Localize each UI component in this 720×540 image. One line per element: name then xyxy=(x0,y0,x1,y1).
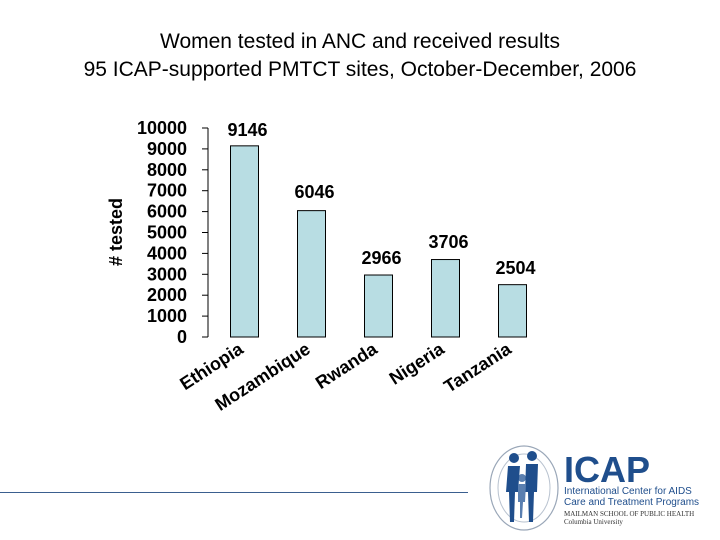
logo-line1: International Center for AIDS xyxy=(564,486,692,497)
data-label: 9146 xyxy=(227,120,267,140)
x-category-label: Tanzania xyxy=(440,338,515,397)
people-emblem-icon xyxy=(489,445,559,531)
chart-title: Women tested in ANC and received results xyxy=(160,30,560,53)
logo-line4: Columbia University xyxy=(564,518,623,526)
bar xyxy=(230,145,259,338)
y-tick-label: 2000 xyxy=(147,285,187,305)
data-label: 2504 xyxy=(495,258,535,278)
y-axis-label: # tested xyxy=(106,198,126,266)
y-tick-label: 8000 xyxy=(147,160,187,180)
icap-logo: ICAP International Center for AIDS Care … xyxy=(489,445,699,531)
bar-chart: 0100020003000400050006000700080009000100… xyxy=(106,118,536,415)
y-tick-label: 3000 xyxy=(147,264,187,284)
chart-subtitle: 95 ICAP-supported PMTCT sites, October-D… xyxy=(83,58,637,81)
bar xyxy=(498,284,527,338)
bar xyxy=(364,274,393,338)
x-category-label: Rwanda xyxy=(312,338,382,393)
data-label: 3706 xyxy=(428,232,468,252)
logo-line2: Care and Treatment Programs xyxy=(564,497,699,508)
y-tick-label: 7000 xyxy=(147,181,187,201)
bar xyxy=(297,210,326,338)
bar xyxy=(431,259,460,338)
y-tick-label: 4000 xyxy=(147,243,187,263)
footer-divider xyxy=(0,492,468,493)
y-tick-label: 9000 xyxy=(147,139,187,159)
y-tick-label: 6000 xyxy=(147,202,187,222)
plot-area: 0100020003000400050006000700080009000100… xyxy=(137,118,536,415)
y-tick-label: 10000 xyxy=(137,118,187,138)
logo-line3: MAILMAN SCHOOL OF PUBLIC HEALTH xyxy=(564,510,694,518)
y-tick-label: 5000 xyxy=(147,223,187,243)
logo-name: ICAP xyxy=(564,449,650,490)
data-label: 2966 xyxy=(361,248,401,268)
data-label: 6046 xyxy=(294,182,334,202)
y-tick-label: 1000 xyxy=(147,306,187,326)
y-tick-label: 0 xyxy=(177,327,187,347)
x-category-label: Nigeria xyxy=(386,338,449,389)
